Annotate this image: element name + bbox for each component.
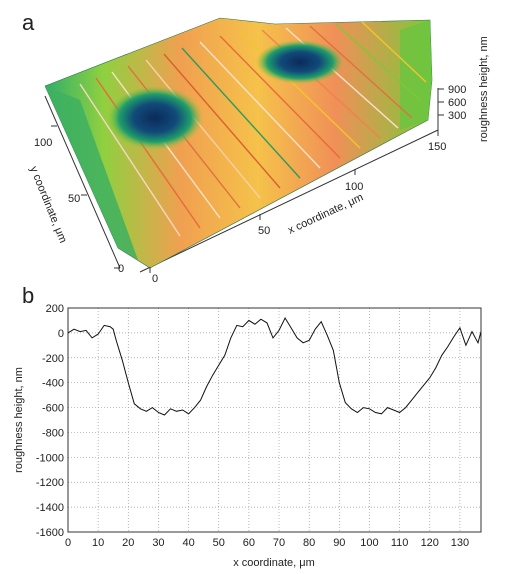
x-tick-label: 30 bbox=[152, 537, 164, 549]
x3d-tick-label: 100 bbox=[345, 181, 363, 193]
z-tick-label: 300 bbox=[448, 110, 466, 122]
surface-left-rim bbox=[45, 86, 138, 260]
x3d-tick-label: 50 bbox=[258, 225, 270, 237]
y-tick-label: 200 bbox=[46, 303, 64, 315]
surface-right-rim bbox=[400, 20, 432, 130]
z-axis-label: roughness height, nm bbox=[478, 36, 490, 142]
y-tick-label: -800 bbox=[42, 427, 64, 439]
x-tick-label: 20 bbox=[122, 537, 134, 549]
y-tick-label: -1000 bbox=[36, 452, 64, 464]
x-tick-label: 50 bbox=[213, 537, 225, 549]
panel-a-surface-plot: 300 600 900 roughness height, nm 0 50 10… bbox=[27, 17, 490, 285]
x-tick-label: 100 bbox=[360, 537, 378, 549]
y3d-tick-label: 100 bbox=[34, 137, 52, 149]
surface-pit-left bbox=[107, 86, 203, 150]
x-tick-label: 10 bbox=[92, 537, 104, 549]
z-axis: 300 600 900 roughness height, nm bbox=[438, 36, 490, 142]
y-tick-label: -600 bbox=[42, 403, 64, 415]
y-axis: 200 0 -200 -400 -600 -800 -1000 -1200 -1400 -1600 bbox=[36, 303, 64, 539]
x-tick-label: 60 bbox=[243, 537, 255, 549]
y3d-axis-label: y coordinate, μm bbox=[27, 165, 69, 245]
x3d-axis-label: x coordinate, μm bbox=[286, 191, 365, 236]
z-tick-label: 900 bbox=[448, 84, 466, 96]
panel-b-letter: b bbox=[22, 283, 35, 308]
x3d-tick-label: 0 bbox=[152, 273, 158, 285]
y-tick-label: -200 bbox=[42, 353, 64, 365]
y3d-tick-label: 0 bbox=[118, 263, 124, 275]
y-tick-label: -1600 bbox=[36, 527, 64, 539]
y-tick-label: 0 bbox=[58, 328, 64, 340]
x-tick-label: 40 bbox=[182, 537, 194, 549]
series-line-profile bbox=[67, 316, 482, 416]
x-tick-label: 80 bbox=[303, 537, 315, 549]
panel-a-letter: a bbox=[22, 10, 35, 35]
x-tick-label: 70 bbox=[273, 537, 285, 549]
box-front-edge bbox=[139, 129, 439, 273]
x-axis-label: x coordinate, μm bbox=[233, 557, 315, 569]
x-tick-label: 90 bbox=[333, 537, 345, 549]
x-tick-label: 110 bbox=[391, 537, 409, 549]
surface-striations bbox=[79, 21, 427, 237]
y-tick-label: -400 bbox=[42, 378, 64, 390]
plot-area-frame bbox=[67, 307, 482, 533]
y-tick-label: -1200 bbox=[36, 477, 64, 489]
grid-layer bbox=[67, 307, 481, 533]
x3d-tick-label: 150 bbox=[428, 141, 446, 153]
surface-pit-right bbox=[256, 40, 344, 84]
x-tick-label: 130 bbox=[451, 537, 469, 549]
y3d-tick-label: 50 bbox=[68, 193, 80, 205]
y-axis-label: roughness height, nm bbox=[13, 367, 25, 473]
panel-b-line-chart: 0 10 20 30 40 50 60 70 80 90 100 110 120 130 200 0 -200… bbox=[13, 303, 482, 569]
x-tick-label: 0 bbox=[65, 537, 71, 549]
z-tick-label: 600 bbox=[448, 97, 466, 109]
y-tick-label: -1400 bbox=[36, 502, 64, 514]
box-left-edge bbox=[44, 95, 121, 269]
x-tick-label: 120 bbox=[421, 537, 439, 549]
x-axis: 0 10 20 30 40 50 60 70 80 90 100 110 120 130 bbox=[65, 537, 469, 549]
